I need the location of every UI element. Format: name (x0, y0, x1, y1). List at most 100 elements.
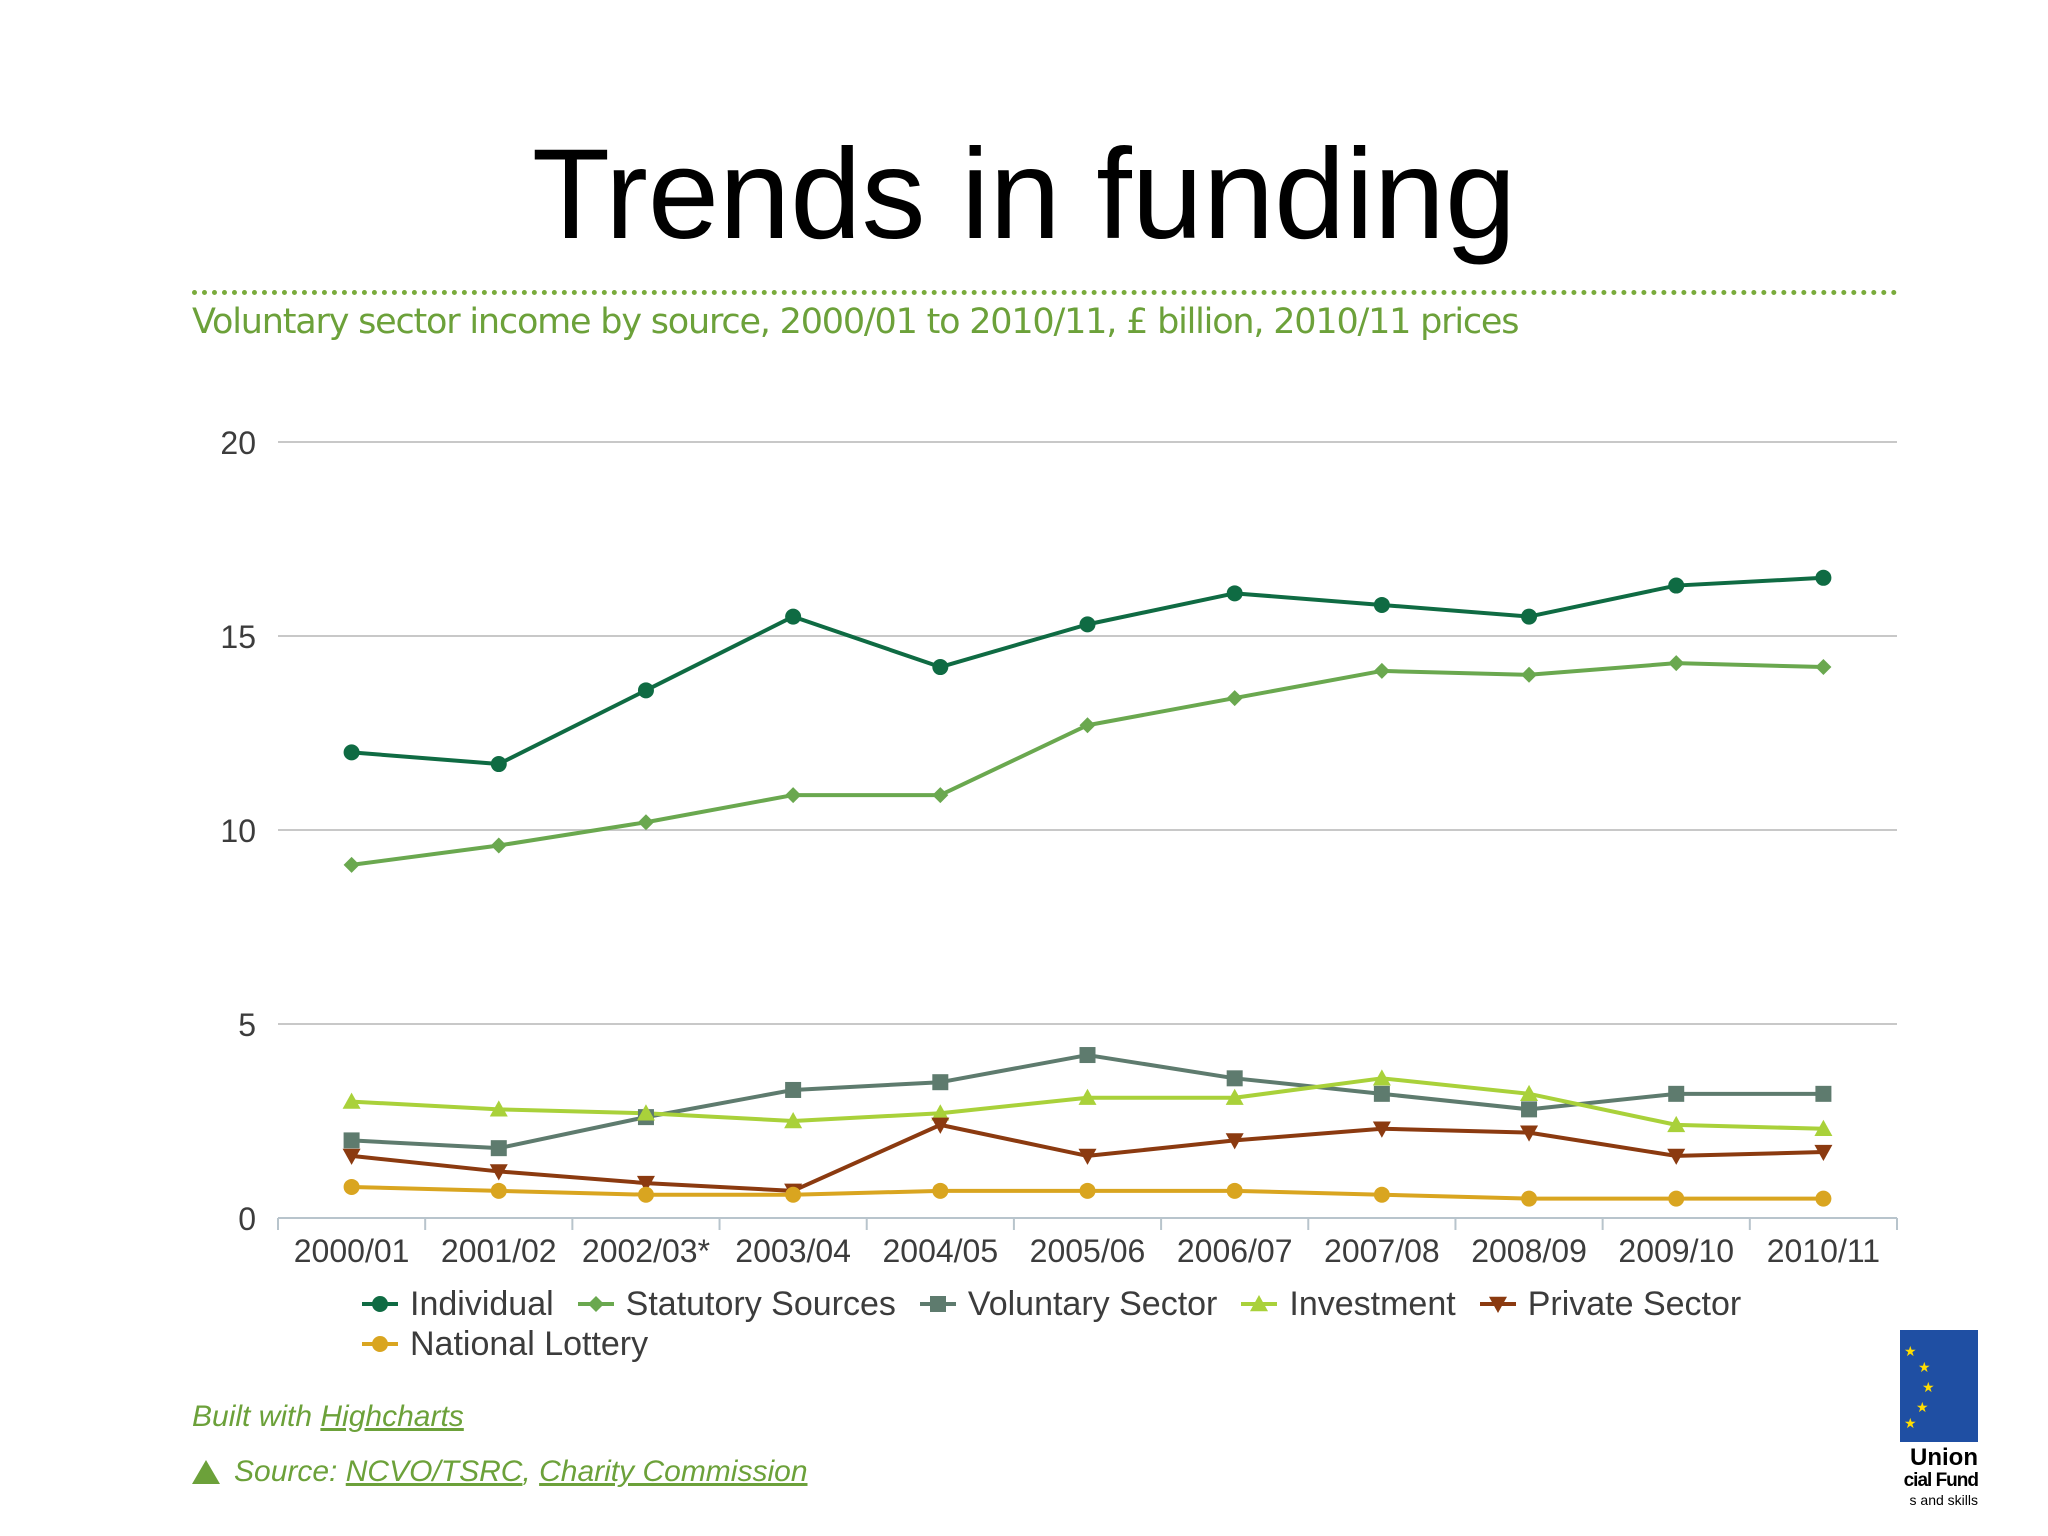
legend-marker (1250, 1295, 1269, 1312)
charity-commission-link[interactable]: Charity Commission (539, 1455, 808, 1488)
data-point (490, 1182, 507, 1199)
data-point (1079, 717, 1096, 734)
ncvo-tsrc-link[interactable]: NCVO/TSRC (345, 1455, 523, 1488)
data-point (1226, 690, 1243, 707)
data-point (490, 837, 507, 854)
x-tick-label: 2005/06 (1030, 1233, 1146, 1269)
data-point (1815, 569, 1832, 586)
data-point (1667, 1148, 1686, 1165)
data-point (1815, 659, 1832, 676)
eu-flag-icon: ★ ★ ★ ★ ★ (1900, 1330, 1978, 1442)
chart-credit: Built with Highcharts (192, 1400, 464, 1434)
legend-item[interactable]: Individual (360, 1285, 554, 1324)
x-tick-label: 2009/10 (1618, 1233, 1734, 1269)
series-line (351, 661, 1824, 867)
legend-symbol-icon (362, 1336, 398, 1352)
data-point (1372, 1069, 1391, 1086)
data-point (1373, 1085, 1390, 1102)
grid-lines (278, 441, 1897, 1025)
data-point (489, 1100, 508, 1117)
data-point (1373, 1186, 1390, 1203)
legend-label: Investment (1289, 1284, 1456, 1323)
logo-text-line3: s and skills (1909, 1492, 1978, 1508)
data-point (785, 1081, 802, 1098)
data-point (785, 1186, 802, 1203)
data-point (1225, 1088, 1244, 1105)
data-point (1815, 1085, 1832, 1102)
legend-item[interactable]: Statutory Sources (576, 1285, 896, 1324)
legend-label: Private Sector (1527, 1284, 1742, 1323)
data-point (932, 787, 949, 804)
data-point (1225, 1133, 1244, 1150)
data-point (1373, 596, 1390, 613)
data-point (490, 756, 507, 773)
data-point (1521, 1101, 1538, 1118)
legend-symbol-icon (919, 1296, 956, 1312)
eu-social-fund-logo: ★ ★ ★ ★ ★ Union cial Fund s and skills (1900, 1330, 1978, 1510)
legend-label: Statutory Sources (625, 1284, 896, 1323)
logo-text-line1: Union (1910, 1444, 1978, 1471)
data-point (343, 1132, 360, 1149)
data-point (931, 1104, 950, 1121)
data-point (1668, 655, 1685, 672)
data-point (637, 814, 654, 831)
slide-title: Trends in funding (531, 123, 1517, 266)
data-point (1226, 1070, 1243, 1087)
data-point (637, 1186, 654, 1203)
data-point (1078, 1088, 1097, 1105)
data-point (1372, 1121, 1391, 1138)
data-point (342, 1092, 361, 1109)
data-point (342, 1148, 361, 1165)
data-point (1814, 1119, 1833, 1136)
data-point (1521, 1190, 1538, 1207)
legend-symbol-icon (1241, 1295, 1278, 1312)
x-tick-label: 2010/11 (1767, 1233, 1880, 1269)
legend-item[interactable]: National Lottery (360, 1325, 648, 1364)
data-point (932, 659, 949, 676)
data-point (932, 1182, 949, 1199)
x-tick-label: 2000/01 (294, 1233, 410, 1269)
legend-label: Individual (410, 1284, 554, 1323)
legend-symbol-icon (1479, 1296, 1516, 1313)
axes: 0 5 10 15 20 2000/01 2001/02 2002/03* 2003/04 200… (220, 425, 1898, 1269)
legend-label: National Lottery (410, 1324, 649, 1363)
x-tick-label: 2006/07 (1177, 1233, 1293, 1269)
legend-item[interactable]: Investment (1239, 1284, 1456, 1324)
y-tick-label: 20 (220, 425, 256, 461)
data-point (1815, 1190, 1832, 1207)
series-markers (342, 569, 1833, 1207)
data-point (1667, 1115, 1686, 1133)
data-point (343, 856, 360, 873)
data-point (1814, 1144, 1833, 1162)
legend-label: Voluntary Sector (967, 1284, 1218, 1323)
data-point (1078, 1148, 1097, 1165)
legend-symbol-icon (577, 1296, 614, 1312)
highcharts-link[interactable]: Highcharts (320, 1400, 464, 1433)
x-tick-label: 2002/03* (582, 1233, 710, 1269)
legend-row: National Lottery (360, 1324, 1860, 1364)
legend-row: Individual Statutory Sources Voluntary Sec… (360, 1284, 1860, 1324)
legend-marker (1488, 1296, 1507, 1313)
legend-marker (372, 1296, 388, 1312)
data-point (1226, 1182, 1243, 1199)
legend-item[interactable]: Private Sector (1478, 1284, 1742, 1324)
legend-marker (929, 1296, 946, 1312)
source-separator: , (522, 1455, 531, 1488)
data-point (489, 1164, 508, 1181)
x-tick-label: 2008/09 (1471, 1233, 1587, 1269)
data-point (1079, 1182, 1096, 1199)
series-lines (351, 575, 1824, 1201)
y-tick-label: 5 (238, 1007, 256, 1043)
legend-item[interactable]: Voluntary Sector (918, 1285, 1217, 1324)
data-point (1373, 662, 1390, 679)
data-point (932, 1074, 949, 1091)
data-point (1079, 616, 1096, 633)
legend-symbol-icon (362, 1296, 398, 1312)
data-point (1668, 577, 1685, 594)
x-tick-label: 2003/04 (735, 1233, 851, 1269)
source-prefix: Source: (234, 1455, 338, 1488)
chart-title: Voluntary sector income by source, 2000/… (192, 302, 1520, 342)
credit-prefix: Built with (192, 1400, 321, 1433)
source-line: Source: NCVO/TSRC, Charity Commission (192, 1455, 808, 1489)
